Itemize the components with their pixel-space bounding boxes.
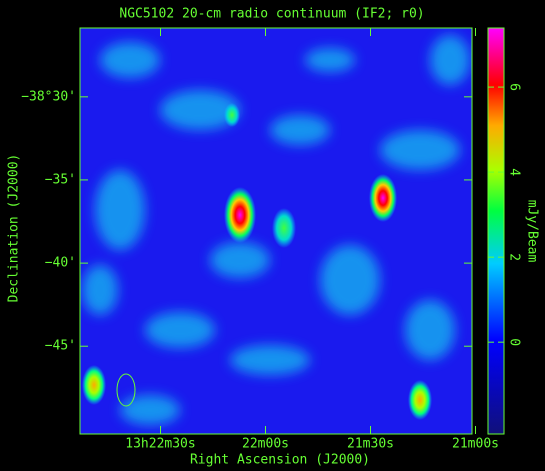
y-tick-label: −35' [45, 172, 76, 187]
colorbar-tick-label: 4 [507, 168, 522, 176]
colorbar-tick-label: 2 [507, 253, 522, 261]
colorbar-tick-label: 0 [507, 338, 522, 346]
x-axis-label: Right Ascension (J2000) [190, 453, 370, 468]
colorbar-tick-label: 6 [507, 83, 522, 91]
x-tick-label: 21m30s [347, 437, 394, 452]
colorbar-label: mJy/Beam [525, 200, 540, 263]
map-image [80, 28, 472, 434]
x-tick-label: 22m00s [242, 437, 289, 452]
frame [79, 27, 473, 435]
x-tick-label: 21m00s [452, 437, 499, 452]
y-tick-label: −38°30' [21, 89, 76, 104]
colorbar [487, 27, 505, 435]
chart-title: NGC5102 20-cm radio continuum (IF2; r0) [119, 7, 424, 22]
y-tick-label: −45' [45, 339, 76, 354]
beam [116, 373, 136, 407]
x-tick-label: 13h22m30s [125, 437, 195, 452]
y-axis-label: Declination (J2000) [7, 154, 22, 303]
y-tick-label: −40' [45, 256, 76, 271]
